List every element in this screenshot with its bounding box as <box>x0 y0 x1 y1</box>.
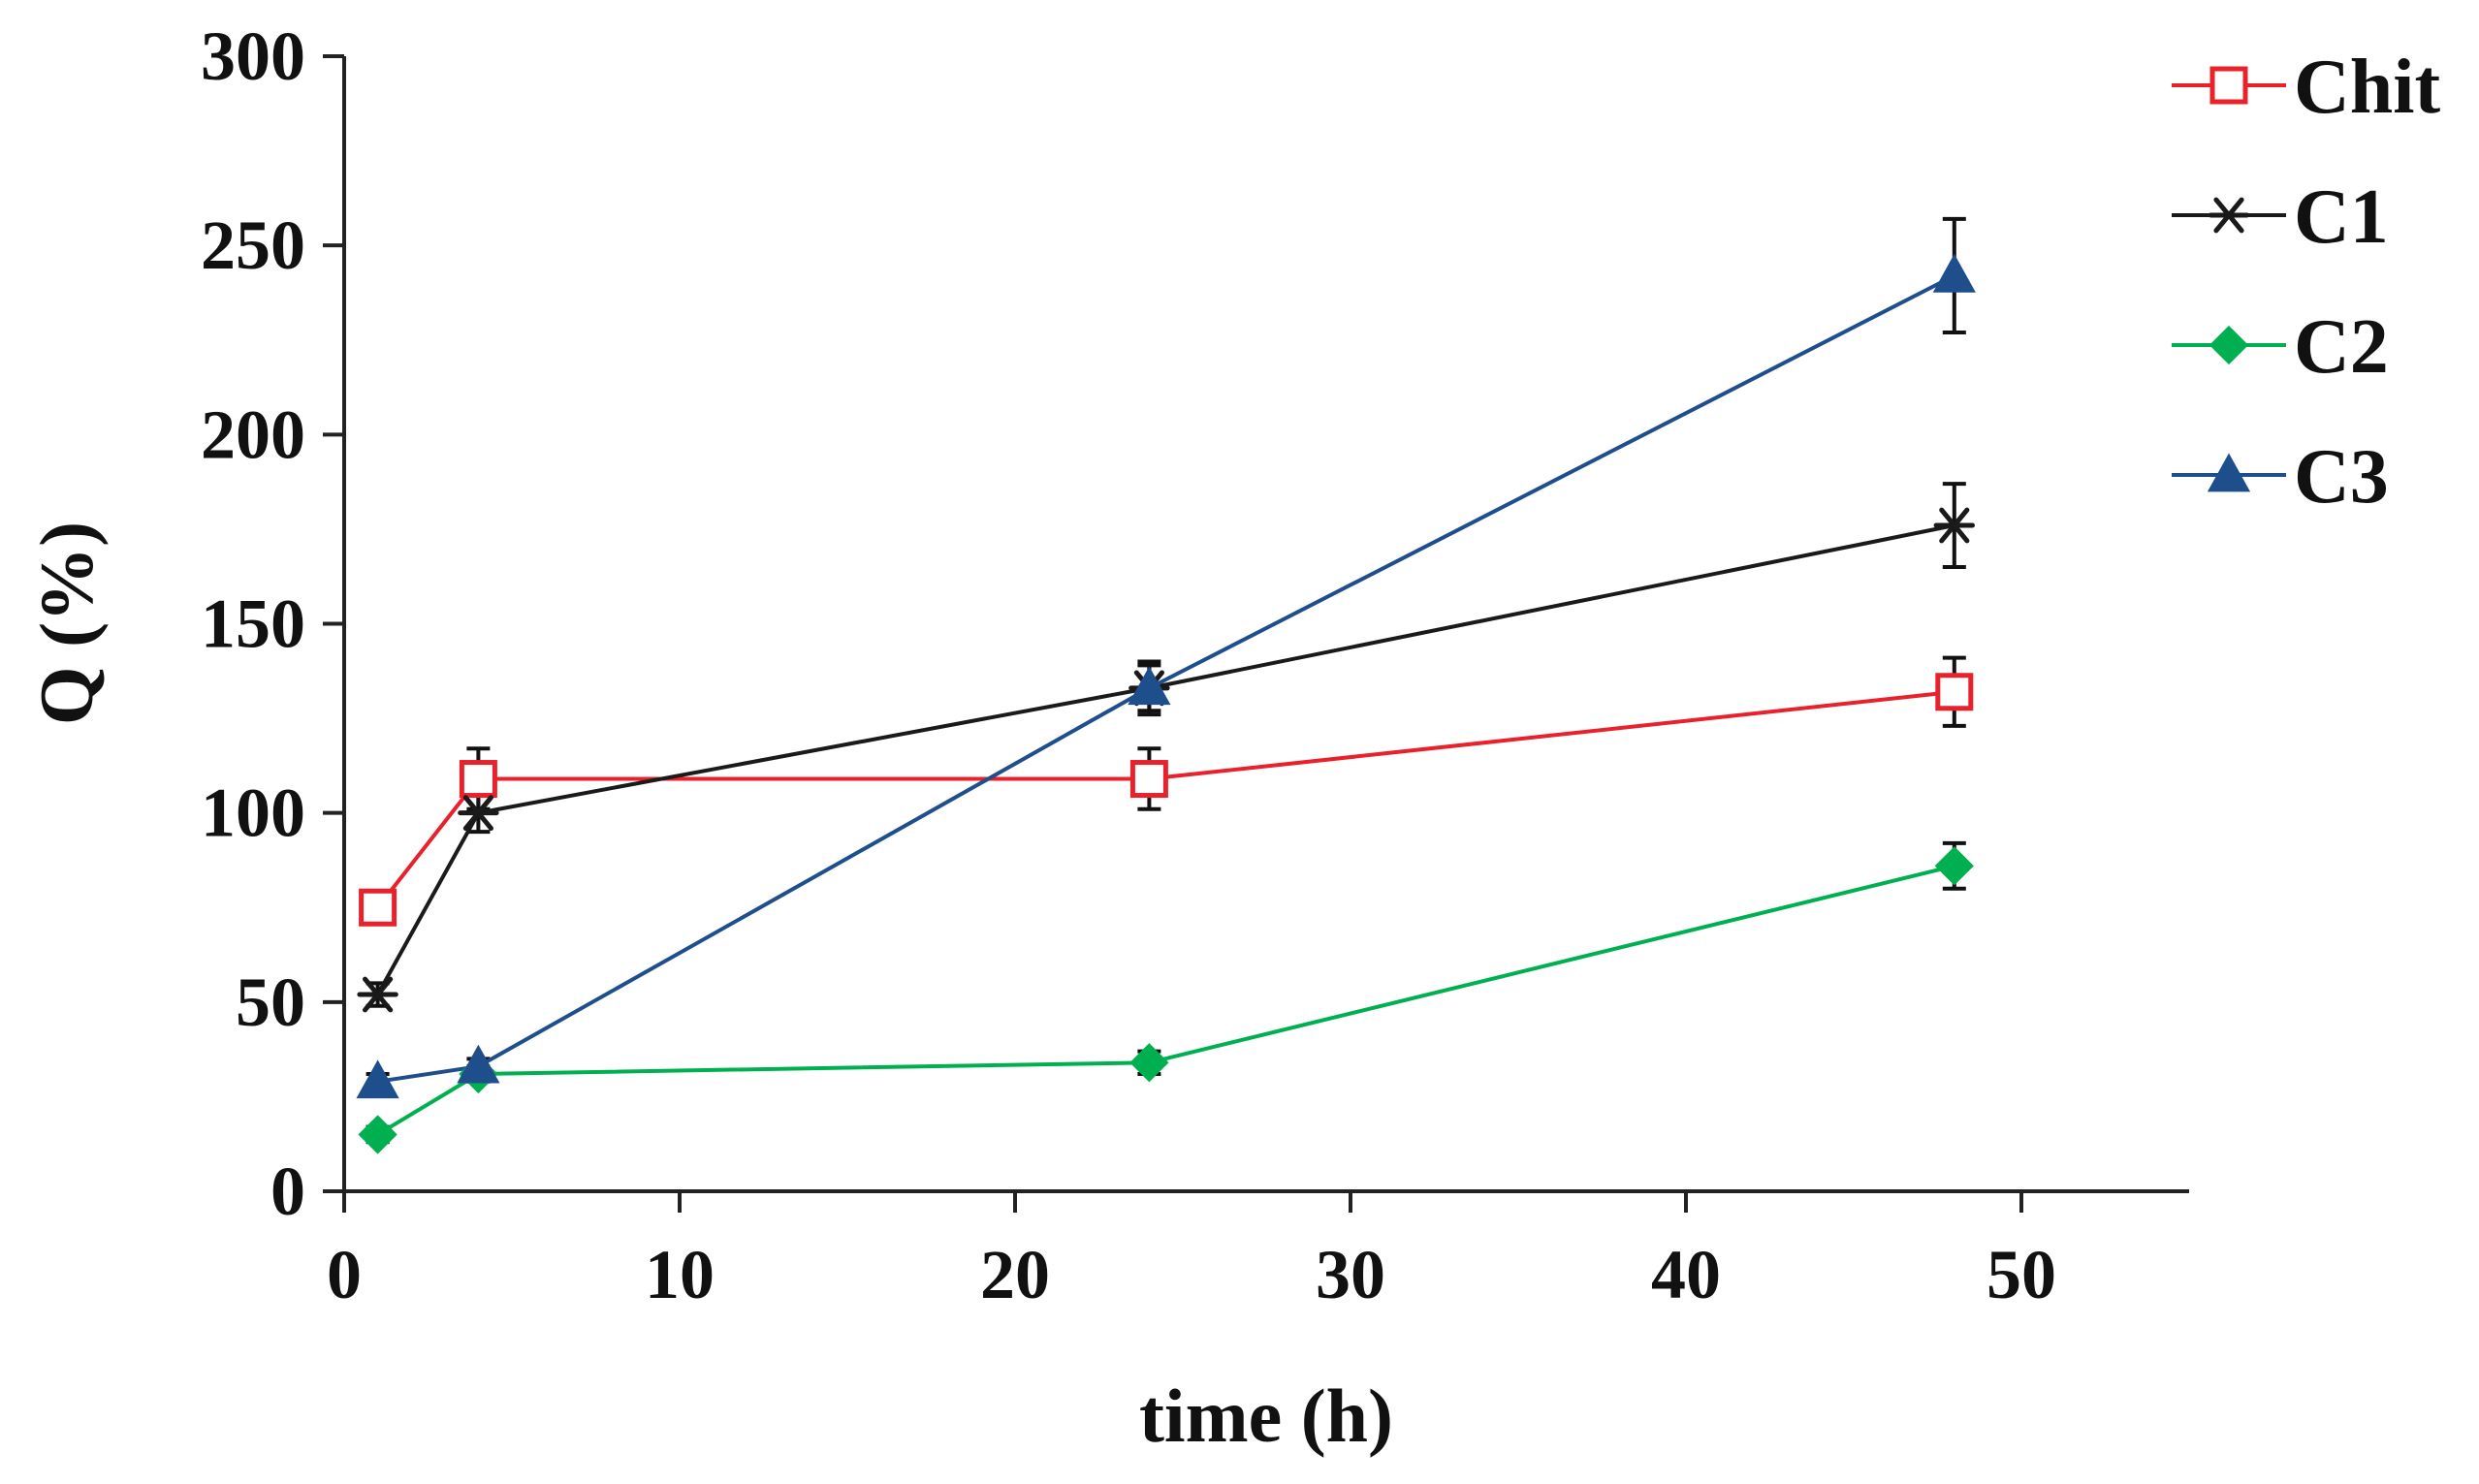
asterisk-stroke <box>2213 197 2244 234</box>
asterisk-stroke <box>1939 507 1970 544</box>
y-tick-label: 150 <box>201 585 305 663</box>
data-point-chit <box>1935 673 1974 711</box>
x-tick-label: 20 <box>980 1236 1050 1313</box>
series-line-c3 <box>377 273 1955 1084</box>
asterisk-stroke <box>462 795 493 832</box>
legend-label-chit: Chit <box>2294 45 2440 130</box>
legend-marker-c2 <box>2209 325 2249 365</box>
legend-marker-c3 <box>2207 453 2251 492</box>
series-line-c1 <box>375 523 1955 995</box>
data-point-c2 <box>1934 846 1974 886</box>
ticks-layer: 0 50 100 150 200 250 300 0 10 20 30 40 50 <box>201 17 2056 1313</box>
axes-layer <box>342 56 2189 1193</box>
y-tick-label: 300 <box>201 17 305 95</box>
data-point-c1 <box>357 976 398 1013</box>
legend-item-c1: C1 <box>2172 174 2389 260</box>
data-point-chit <box>359 888 397 927</box>
asterisk-stroke <box>363 976 394 1013</box>
markers-layer <box>356 253 1976 1154</box>
data-point-c2 <box>358 1115 397 1154</box>
series-lines-layer <box>375 273 1955 1137</box>
legend-item-c3: C3 <box>2172 434 2389 520</box>
y-tick-label: 250 <box>201 206 305 284</box>
series-line-c2 <box>376 864 1955 1137</box>
legend-label-c1: C1 <box>2294 174 2389 260</box>
data-point-c2 <box>1129 1043 1169 1083</box>
x-tick-label: 0 <box>327 1236 362 1313</box>
data-point-chit <box>1129 760 1168 799</box>
legend-label-c3: C3 <box>2294 434 2389 520</box>
y-axis-title: Q (%) <box>24 521 109 725</box>
y-tick-label: 200 <box>201 395 305 473</box>
data-point-c3 <box>356 1059 399 1099</box>
data-point-c1 <box>1933 507 1975 544</box>
data-point-chit <box>459 760 497 799</box>
legend-marker-c1 <box>2208 197 2250 234</box>
data-point-c3 <box>1932 253 1976 293</box>
x-tick-label: 50 <box>1986 1236 2056 1313</box>
data-point-c3 <box>1128 666 1171 706</box>
y-tick-label: 50 <box>236 963 305 1041</box>
legend-item-c2: C2 <box>2172 304 2389 390</box>
x-tick-label: 40 <box>1651 1236 1721 1313</box>
legend: Chit C1 C2 C3 <box>2172 45 2440 520</box>
legend-label-c2: C2 <box>2294 304 2389 390</box>
x-tick-label: 30 <box>1316 1236 1385 1313</box>
legend-marker-chit <box>2209 66 2248 105</box>
series-line-chit <box>376 689 1955 909</box>
x-tick-label: 10 <box>645 1236 715 1313</box>
data-point-c1 <box>458 795 499 832</box>
legend-item-chit: Chit <box>2172 45 2440 130</box>
y-tick-label: 100 <box>201 774 305 852</box>
data-point-c3 <box>457 1044 500 1084</box>
x-axis-title: time (h) <box>1139 1373 1393 1458</box>
y-tick-label: 0 <box>270 1152 305 1230</box>
